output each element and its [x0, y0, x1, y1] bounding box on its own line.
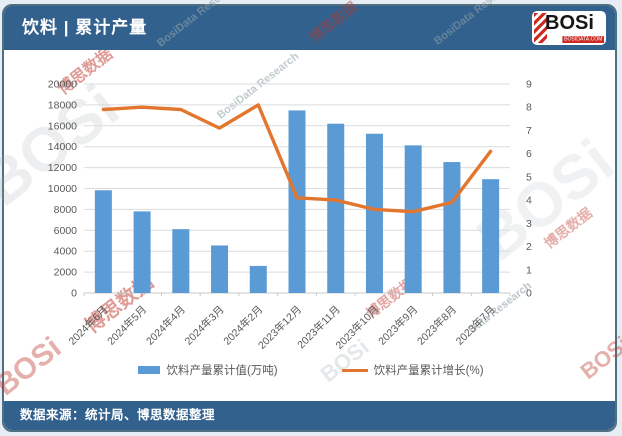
bar [482, 179, 500, 293]
right-axis-label: 5 [526, 171, 532, 183]
page-title: 饮料 | 累计产量 [22, 18, 148, 37]
bar [327, 123, 345, 294]
right-axis-label: 8 [526, 102, 532, 114]
bar [172, 229, 190, 293]
x-axis-label: 2024年6月 [66, 303, 111, 348]
left-axis-label: 18000 [48, 99, 77, 111]
left-axis-label: 14000 [48, 141, 77, 153]
left-axis-label: 4000 [54, 246, 78, 258]
left-axis-label: 12000 [48, 162, 77, 174]
left-axis-label: 0 [71, 288, 77, 300]
x-axis-label: 2023年7月 [453, 303, 498, 348]
bar [211, 245, 229, 293]
x-axis-label: 2024年5月 [105, 303, 150, 348]
legend-line-label: 饮料产量累计增长(%) [373, 365, 484, 377]
legend-bar-swatch [138, 366, 161, 374]
combo-chart: 0200040006000800010000120001400016000180… [48, 79, 532, 352]
x-axis-label: 2023年8月 [414, 303, 459, 348]
right-axis-label: 2 [526, 241, 532, 253]
left-axis-label: 8000 [54, 204, 78, 216]
bosi-logo: BOSi BOSIDATA.COM [532, 11, 606, 45]
x-axis-label: 2024年3月 [182, 303, 227, 348]
legend-item-bars: 饮料产量累计值(万吨) [138, 362, 278, 378]
right-axis-label: 3 [526, 218, 532, 230]
x-axis-label: 2023年9月 [376, 303, 421, 348]
logo-wordmark: BOSi [545, 12, 594, 34]
left-axis-label: 16000 [48, 120, 77, 132]
bar [94, 190, 112, 293]
left-axis-label: 10000 [48, 183, 77, 195]
right-axis-label: 9 [526, 79, 532, 91]
logo-domain: BOSIDATA.COM [562, 36, 604, 43]
bar [249, 265, 267, 293]
right-axis-label: 4 [526, 195, 532, 207]
left-axis-label: 20000 [48, 79, 77, 91]
header: 饮料 | 累计产量 BOSi BOSIDATA.COM [4, 6, 615, 50]
bar [365, 133, 383, 293]
logo-stripes-icon [534, 13, 547, 43]
bar [133, 211, 151, 293]
x-axis-label: 2024年4月 [143, 303, 188, 348]
bar [443, 162, 461, 293]
right-axis-label: 7 [526, 125, 532, 137]
legend-bar-label: 饮料产量累计值(万吨) [166, 365, 278, 377]
source-note: 数据来源：统计局、博思数据整理 [20, 408, 216, 422]
right-axis-label: 6 [526, 148, 532, 160]
left-axis-label: 6000 [54, 225, 78, 237]
growth-line [101, 103, 493, 214]
footer: 数据来源：统计局、博思数据整理 [4, 401, 615, 430]
right-axis-label: 1 [526, 264, 532, 276]
legend-line-swatch [341, 368, 368, 372]
left-axis-label: 2000 [54, 267, 78, 279]
legend-item-line: 饮料产量累计增长(%) [341, 362, 484, 378]
right-axis-label: 0 [526, 288, 532, 300]
legend: 饮料产量累计值(万吨) 饮料产量累计增长(%) [0, 362, 622, 378]
bar [404, 145, 422, 293]
bar [288, 110, 306, 293]
